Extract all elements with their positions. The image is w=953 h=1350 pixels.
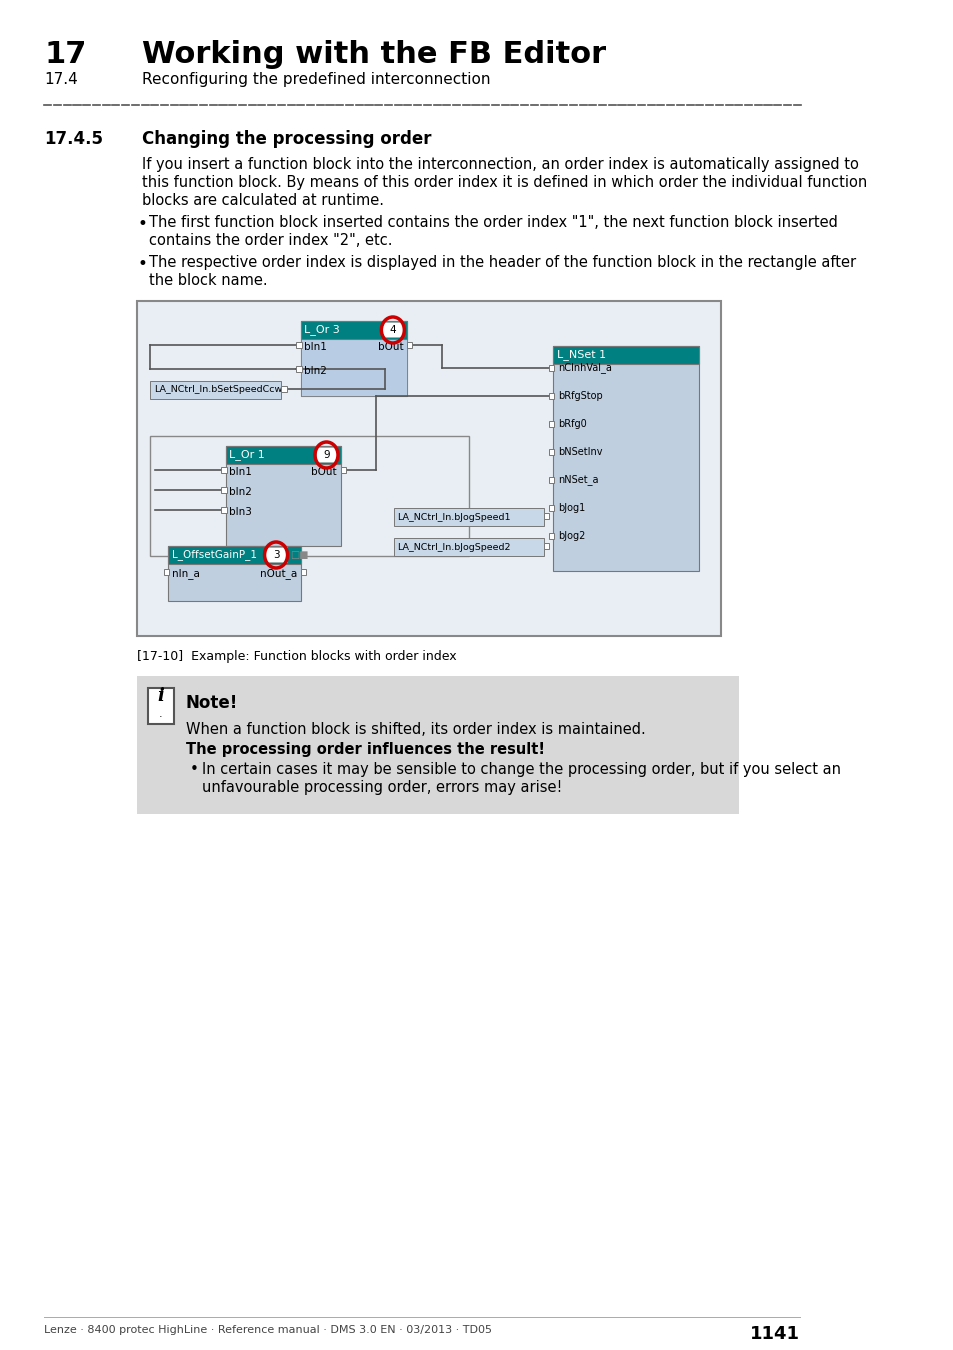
Text: •: • [137,255,147,273]
Text: Note!: Note! [186,694,238,711]
FancyBboxPatch shape [407,342,412,348]
Text: .: . [159,709,163,720]
FancyBboxPatch shape [221,487,226,493]
FancyBboxPatch shape [553,346,699,571]
Text: If you insert a function block into the interconnection, an order index is autom: If you insert a function block into the … [141,157,858,171]
FancyBboxPatch shape [300,321,407,339]
FancyBboxPatch shape [296,342,301,348]
FancyBboxPatch shape [226,446,340,545]
Text: 17: 17 [44,40,87,69]
FancyBboxPatch shape [281,386,286,391]
Text: The respective order index is displayed in the header of the function block in t: The respective order index is displayed … [149,255,855,270]
FancyBboxPatch shape [300,568,306,575]
Text: bJog2: bJog2 [558,531,585,541]
Text: 4: 4 [389,325,395,335]
FancyBboxPatch shape [168,545,300,601]
Text: bJog1: bJog1 [558,504,585,513]
FancyBboxPatch shape [340,467,346,472]
Text: 9: 9 [323,450,330,460]
Text: the block name.: the block name. [149,273,267,288]
FancyBboxPatch shape [548,477,554,483]
Text: LA_NCtrl_In.bSetSpeedCcw: LA_NCtrl_In.bSetSpeedCcw [153,386,282,394]
Text: bOut: bOut [377,342,403,352]
FancyBboxPatch shape [151,381,281,400]
Text: L_Or 1: L_Or 1 [229,450,265,460]
Text: bRfgStop: bRfgStop [558,392,602,401]
FancyBboxPatch shape [543,543,549,549]
FancyBboxPatch shape [548,505,554,512]
Text: 17.4.5: 17.4.5 [44,130,103,148]
Text: nIn_a: nIn_a [172,568,199,579]
Text: [17-10]  Example: Function blocks with order index: [17-10] Example: Function blocks with or… [137,649,456,663]
Text: bNSetInv: bNSetInv [558,447,602,458]
Text: 3: 3 [273,549,279,560]
FancyBboxPatch shape [382,323,403,338]
FancyBboxPatch shape [300,321,407,396]
Text: 1141: 1141 [749,1324,799,1343]
Text: •: • [190,761,199,778]
Text: unfavourable processing order, errors may arise!: unfavourable processing order, errors ma… [201,780,561,795]
Text: bIn1: bIn1 [229,467,252,477]
Text: contains the order index "2", etc.: contains the order index "2", etc. [149,234,392,248]
Text: bIn1: bIn1 [304,342,327,352]
Text: Reconfiguring the predefined interconnection: Reconfiguring the predefined interconnec… [141,72,490,86]
Text: LA_NCtrl_In.bJogSpeed1: LA_NCtrl_In.bJogSpeed1 [396,513,510,521]
FancyBboxPatch shape [548,450,554,455]
FancyBboxPatch shape [148,688,174,724]
Text: nCInhVal_a: nCInhVal_a [558,363,612,374]
FancyBboxPatch shape [221,467,226,472]
FancyBboxPatch shape [394,508,543,526]
Text: L_OffsetGainP_1: L_OffsetGainP_1 [172,549,256,560]
Text: bIn3: bIn3 [229,508,252,517]
FancyBboxPatch shape [137,676,738,814]
Text: bOut: bOut [312,467,336,477]
FancyBboxPatch shape [548,533,554,539]
Text: L_Or 3: L_Or 3 [304,324,340,335]
Text: nOut_a: nOut_a [260,568,297,579]
Text: i: i [157,687,164,705]
FancyBboxPatch shape [226,446,340,464]
FancyBboxPatch shape [164,568,169,575]
FancyBboxPatch shape [300,339,407,396]
Text: Changing the processing order: Changing the processing order [141,130,431,148]
Text: bIn2: bIn2 [229,487,252,497]
FancyBboxPatch shape [315,447,336,462]
Text: nNSet_a: nNSet_a [558,475,598,486]
Text: □■: □■ [290,549,309,560]
FancyBboxPatch shape [265,547,286,562]
Text: bIn2: bIn2 [304,366,327,377]
Text: The first function block inserted contains the order index "1", the next functio: The first function block inserted contai… [149,215,837,230]
Text: When a function block is shifted, its order index is maintained.: When a function block is shifted, its or… [186,722,645,737]
Text: L_NSet 1: L_NSet 1 [556,350,605,360]
FancyBboxPatch shape [543,513,549,518]
FancyBboxPatch shape [296,366,301,373]
FancyBboxPatch shape [553,346,699,365]
FancyBboxPatch shape [548,364,554,371]
FancyBboxPatch shape [168,545,300,564]
Text: In certain cases it may be sensible to change the processing order, but if you s: In certain cases it may be sensible to c… [201,761,840,778]
Text: blocks are calculated at runtime.: blocks are calculated at runtime. [141,193,383,208]
FancyBboxPatch shape [548,393,554,400]
FancyBboxPatch shape [548,421,554,427]
Text: Lenze · 8400 protec HighLine · Reference manual · DMS 3.0 EN · 03/2013 · TD05: Lenze · 8400 protec HighLine · Reference… [44,1324,492,1335]
Text: LA_NCtrl_In.bJogSpeed2: LA_NCtrl_In.bJogSpeed2 [396,543,510,552]
Text: Working with the FB Editor: Working with the FB Editor [141,40,605,69]
Text: 17.4: 17.4 [44,72,78,86]
FancyBboxPatch shape [221,508,226,513]
Text: •: • [137,215,147,234]
Text: bRfg0: bRfg0 [558,418,586,429]
FancyBboxPatch shape [137,301,720,636]
Text: The processing order influences the result!: The processing order influences the resu… [186,743,544,757]
Text: this function block. By means of this order index it is defined in which order t: this function block. By means of this or… [141,176,866,190]
FancyBboxPatch shape [394,539,543,556]
